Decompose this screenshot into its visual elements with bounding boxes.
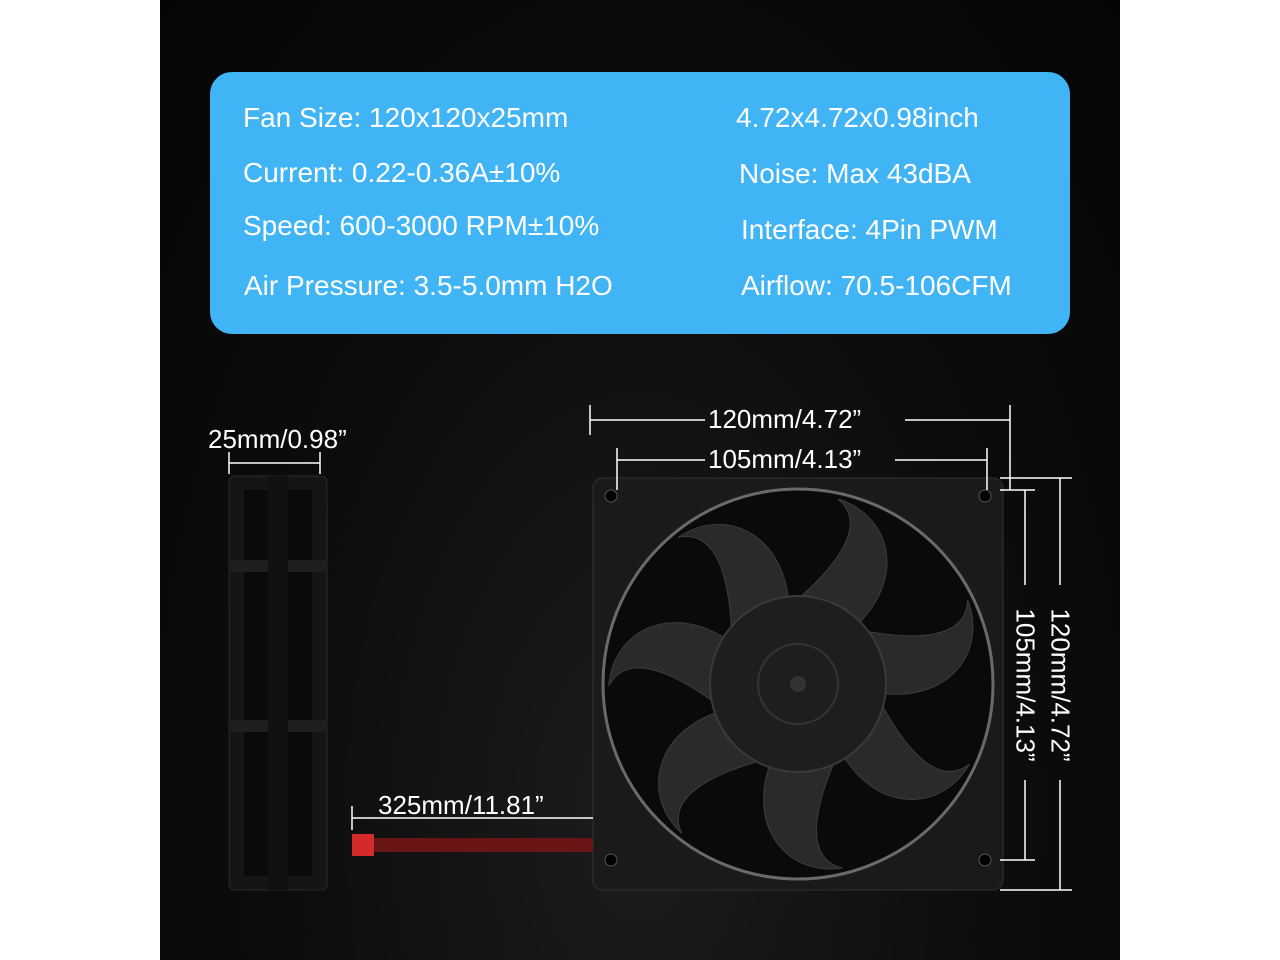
fan-side-view — [228, 475, 328, 891]
dimension-height: 120mm/4.72” — [1045, 608, 1076, 762]
fan-front-view — [592, 477, 1004, 891]
dimension-lines — [228, 405, 1072, 891]
spec-current: Current: 0.22-0.36A±10% — [243, 157, 561, 188]
fan-blade — [797, 498, 888, 625]
dimension-hole-spacing: 105mm/4.13” — [708, 444, 862, 474]
dimension-thickness: 25mm/0.98” — [208, 424, 347, 454]
fan-blade — [863, 599, 974, 695]
spec-speed: Speed: 600-3000 RPM±10% — [243, 210, 600, 241]
dimension-hole-spacing-vertical: 105mm/4.13” — [1010, 608, 1041, 762]
dimension-width: 120mm/4.72” — [708, 404, 862, 434]
spec-fan-size: Fan Size: 120x120x25mm — [243, 102, 569, 133]
spec-size-inch: 4.72x4.72x0.98inch — [736, 102, 979, 133]
fan-blade — [763, 760, 843, 870]
spec-noise: Noise: Max 43dBA — [739, 158, 971, 189]
spec-air-pressure: Air Pressure: 3.5-5.0mm H2O — [244, 270, 613, 301]
spec-box: Fan Size: 120x120x25mm Current: 0.22-0.3… — [210, 72, 1070, 334]
spec-interface: Interface: 4Pin PWM — [741, 214, 998, 245]
dimension-cable: 325mm/11.81” — [378, 790, 544, 820]
fan-cable — [352, 834, 594, 856]
fan-blade — [608, 622, 727, 704]
spec-airflow: Airflow: 70.5-106CFM — [741, 270, 1012, 301]
